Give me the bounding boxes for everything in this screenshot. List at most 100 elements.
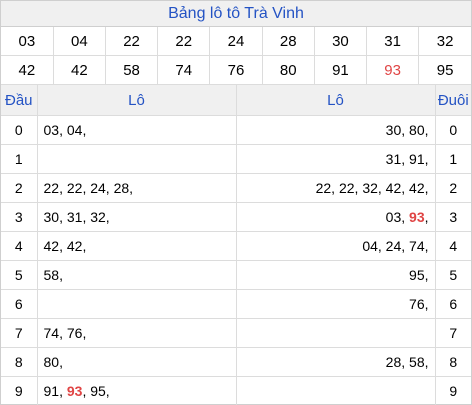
duoi-index: 9 [449,383,458,399]
lo-number: 22 [43,180,60,196]
lo-left-cell: 80, [37,347,237,377]
lo-left-cell: 30, 31, 32, [37,202,237,232]
lo-number: 24 [385,238,402,254]
lo-left-cell [37,144,237,174]
lo-right-cell: 30, 80, [236,115,436,145]
lo-number: 93 [409,209,425,225]
lo-right-cell: 04, 24, 74, [236,231,436,261]
number-cell: 31 [366,27,420,56]
header-duoi: Đuôi [435,85,471,116]
number-cell: 22 [157,27,211,56]
number-cell: 74 [157,55,211,85]
lo-row: 8 80, 28, 58, 8 [1,347,471,377]
dau-index: 6 [1,289,38,319]
lo-number: 30 [43,209,60,225]
lo-row: 4 42, 42, 04, 24, 74, 4 [1,231,471,261]
number-cell: 42 [1,55,54,85]
lo-number: 31 [66,209,83,225]
number-cell: 03 [1,27,54,56]
duoi-index: 6 [435,289,471,319]
lo-number: 28 [113,180,130,196]
number-cell: 22 [105,27,159,56]
lo-row: 6 76, 6 [1,289,471,319]
lo-row: 1 31, 91, 1 [1,144,471,174]
lo-number: 76 [409,296,425,312]
numbers-row-1: 03 04 22 22 24 28 30 31 32 [1,27,471,56]
lo-left-cell: 03, 04, [37,115,237,145]
lo-right-cell: 31, 91, [236,144,436,174]
lo-right-cell [236,376,436,405]
dau-index: 1 [1,144,38,174]
lo-number: 04 [362,238,378,254]
lo-right-cell: 03, 93, [236,202,436,232]
duoi-index: 0 [435,115,471,145]
duoi-index: 5 [435,260,471,290]
dau-index: 3 [1,202,38,232]
lo-number: 74 [43,325,60,341]
lo-left-cell: 58, [37,260,237,290]
lo-number: 58 [43,267,60,283]
lo-row: 3 30, 31, 32, 03, 93, 3 [1,202,471,232]
dau-index: 9 [1,376,38,405]
lo-header-row: Đầu Lô Lô Đuôi [1,85,471,116]
duoi-index: 7 [435,318,471,348]
lo-row: 0 03, 04, 30, 80, 0 [1,115,471,145]
number-cell: 42 [53,55,106,85]
number-cell: 95 [418,55,471,85]
lo-number: 22 [315,180,332,196]
lo-number: 91 [409,151,425,167]
lo-number: 03 [43,122,60,138]
lo-number: 31 [385,151,402,167]
lo-number: 80 [409,122,425,138]
number-cell: 58 [105,55,159,85]
lo-number: 93 [66,383,83,399]
dau-index: 8 [1,347,38,377]
number-cell: 80 [262,55,315,85]
header-lo-left: Lô [37,85,237,116]
lo-number: 80 [43,354,60,370]
dau-index: 2 [1,173,38,203]
table-title: Bảng lô tô Trà Vinh [1,1,471,27]
lo-number: 76 [66,325,83,341]
duoi-index: 8 [435,347,471,377]
lo-number: 28 [385,354,402,370]
duoi-index: 4 [435,231,471,261]
lo-row: 5 58, 95, 5 [1,260,471,290]
lo-number: 32 [90,209,106,225]
number-cell: 24 [209,27,263,56]
lo-row: 9 91, 93, 95, 9 [1,376,471,405]
duoi-index: 2 [435,173,471,203]
header-lo-right: Lô [236,85,436,116]
duoi-index: 3 [435,202,471,232]
lo-number: 42 [66,238,83,254]
number-cell: 30 [314,27,368,56]
number-cell: 32 [418,27,471,56]
lo-number: 30 [385,122,402,138]
lo-number: 03 [385,209,402,225]
lo-right-cell: 22, 22, 32, 42, 42, [236,173,436,203]
lo-number: 42 [43,238,60,254]
number-cell: 93 [366,55,420,85]
lo-right-cell: 28, 58, [236,347,436,377]
lo-number: 74 [409,238,425,254]
number-cell: 04 [53,27,106,56]
dau-index: 5 [1,260,38,290]
number-cell: 28 [262,27,315,56]
lo-row: 2 22, 22, 24, 28, 22, 22, 32, 42, 42, 2 [1,173,471,203]
lo-left-cell: 74, 76, [37,318,237,348]
lo-number: 42 [385,180,402,196]
lo-right-cell: 76, [236,289,436,319]
lo-number: 95 [90,383,106,399]
lo-number: 24 [90,180,106,196]
number-cell: 91 [314,55,368,85]
dau-index: 0 [1,115,38,145]
lo-number: 32 [362,180,378,196]
lo-left-cell: 22, 22, 24, 28, [37,173,237,203]
duoi-index: 1 [435,144,471,174]
lo-body: 0 03, 04, 30, 80, 0 1 31, 91, 1 2 22, 22, 24, 28… [1,115,471,405]
lo-number: 22 [66,180,83,196]
lo-number: 42 [409,180,425,196]
number-cell: 76 [209,55,263,85]
lo-row: 7 74, 76, 7 [1,318,471,348]
